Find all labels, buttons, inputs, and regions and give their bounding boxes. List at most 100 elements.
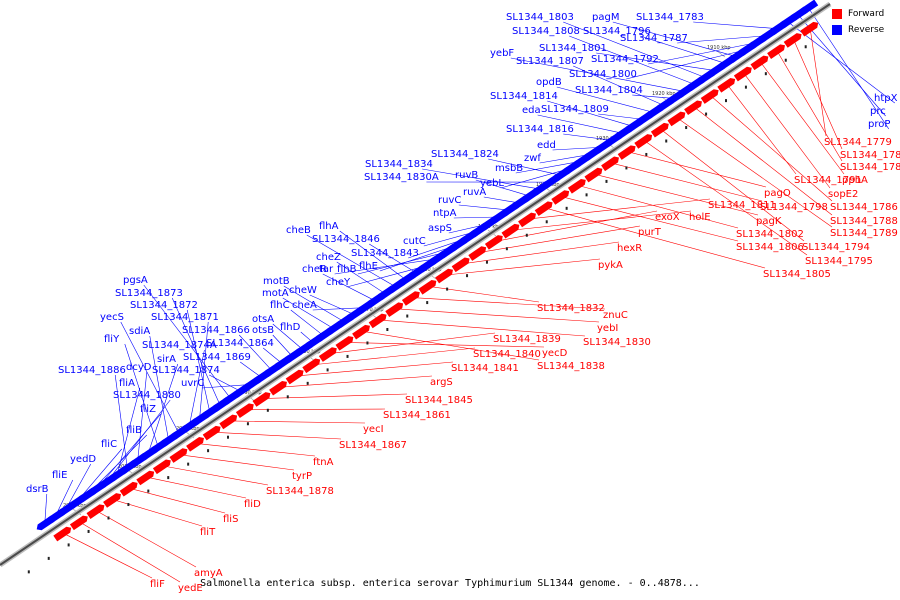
forward-gene-glyph	[750, 55, 769, 71]
reverse-leader-line	[552, 146, 602, 151]
forward-gene-label: SL1344_1840	[473, 349, 541, 360]
forward-gene-label: fliT	[200, 527, 216, 538]
forward-leader-line	[179, 454, 295, 471]
reverse-leader-line	[510, 57, 685, 92]
feature-marker	[187, 462, 190, 466]
genome-backbone	[0, 3, 831, 566]
kbp-tick-label: 1930 kbp	[596, 136, 620, 142]
feature-marker	[226, 435, 229, 439]
reverse-leader-line	[626, 49, 747, 80]
reverse-gene-label: SL1344_1792	[591, 54, 659, 65]
reverse-leader-line	[96, 413, 162, 490]
forward-gene-glyph	[684, 100, 702, 116]
reverse-gene-label: yecS	[100, 312, 124, 323]
reverse-gene-label: ruvB	[455, 170, 478, 181]
forward-gene-glyph	[518, 212, 536, 228]
forward-gene-glyph	[86, 504, 105, 519]
reverse-gene-label: otsB	[252, 325, 274, 336]
kbp-tick-label: 1970 kbp	[360, 307, 384, 313]
reverse-leader-line	[563, 21, 706, 78]
forward-leader-line	[478, 225, 641, 253]
reverse-gene-label: fliY	[104, 334, 120, 345]
reverse-leader-line	[149, 335, 169, 441]
forward-gene-glyph	[53, 526, 72, 542]
forward-leader-line	[793, 39, 843, 150]
forward-gene-label: exoX	[655, 212, 680, 223]
reverse-gene-label: proP	[868, 119, 890, 130]
reverse-leader-line	[272, 323, 303, 350]
reverse-swatch	[832, 25, 842, 35]
legend-reverse: Reverse	[832, 22, 894, 38]
reverse-gene-label: SL1344_1834	[365, 159, 433, 170]
reverse-leader-line	[379, 244, 458, 272]
forward-gene-glyph	[103, 493, 121, 508]
feature-marker	[446, 287, 449, 291]
forward-gene-label: yebI	[597, 323, 618, 334]
reverse-leader-line	[563, 133, 613, 141]
reverse-leader-line	[312, 307, 365, 311]
feature-marker	[665, 139, 668, 143]
reverse-gene-label: SL1344_1873	[115, 288, 183, 299]
reverse-leader-line	[596, 52, 716, 71]
forward-gene-label: SL1344_1845	[405, 395, 473, 406]
feature-marker	[127, 503, 130, 507]
legend-forward-label: Forward	[848, 9, 885, 19]
reverse-leader-line	[632, 94, 675, 99]
reverse-leader-line	[677, 35, 768, 44]
forward-leader-line	[461, 241, 620, 265]
reverse-gene-label: otsA	[252, 314, 274, 325]
reverse-gene-label: cheR	[302, 264, 327, 275]
reverse-gene-label: SL1344_1866	[182, 325, 250, 336]
kbp-tick-label: 1980 kbp	[297, 349, 321, 355]
forward-gene-glyph	[235, 403, 254, 418]
reverse-gene-label: SL1344_1800	[569, 69, 637, 80]
forward-leader-line	[776, 50, 843, 162]
reverse-leader-line	[309, 294, 355, 315]
strand-legend: Forward Reverse	[832, 6, 894, 38]
forward-gene-glyph	[667, 111, 686, 127]
forward-gene-label: SL1344_1867	[339, 440, 407, 451]
forward-gene-label: SL1344_1811	[708, 200, 776, 211]
reverse-leader-line	[124, 343, 159, 448]
forward-gene-label: SL1344_1780	[840, 150, 900, 161]
forward-gene-glyph	[169, 448, 188, 463]
reverse-leader-line	[422, 168, 541, 190]
forward-gene-glyph	[534, 201, 553, 217]
kbp-tick-mark	[716, 50, 726, 58]
forward-leader-line	[96, 510, 197, 568]
feature-marker	[346, 354, 349, 358]
forward-gene-glyph	[451, 257, 470, 273]
reverse-gene-label: aspS	[428, 223, 452, 234]
forward-gene-label: SL1344_1786	[830, 202, 898, 213]
reverse-gene-label: cheW	[289, 285, 317, 296]
feature-marker	[266, 408, 269, 412]
forward-leader-line	[527, 198, 711, 220]
reverse-gene-label: edd	[537, 140, 556, 151]
forward-leader-line	[511, 210, 692, 231]
forward-gene-glyph	[717, 78, 736, 93]
forward-gene-glyph	[767, 44, 785, 59]
reverse-leader-line	[334, 258, 437, 275]
feature-marker	[386, 327, 389, 331]
forward-leader-line	[63, 532, 153, 579]
feature-marker	[744, 85, 747, 89]
reverse-gene-label: SL1344_1869	[183, 352, 251, 363]
reverse-leader-line	[116, 387, 141, 476]
forward-leader-line	[395, 308, 600, 323]
reverse-leader-line	[453, 216, 499, 219]
forward-gene-label: fliD	[244, 499, 261, 510]
forward-gene-label: tyrP	[292, 471, 312, 482]
reverse-gene-label: dsrB	[26, 484, 49, 495]
forward-leader-line	[643, 140, 808, 256]
forward-leader-line	[278, 375, 433, 388]
forward-gene-label: argS	[430, 377, 453, 388]
forward-gene-glyph	[800, 21, 819, 37]
feature-marker	[47, 556, 50, 560]
feature-marker	[87, 529, 90, 533]
reverse-gene-label: ruvA	[463, 187, 486, 198]
reverse-leader-line	[209, 374, 241, 392]
forward-leader-line	[195, 443, 316, 457]
forward-gene-label: SL1344_1802	[736, 229, 804, 240]
forward-gene-glyph	[601, 156, 619, 172]
forward-gene-label: yedE	[178, 583, 203, 594]
